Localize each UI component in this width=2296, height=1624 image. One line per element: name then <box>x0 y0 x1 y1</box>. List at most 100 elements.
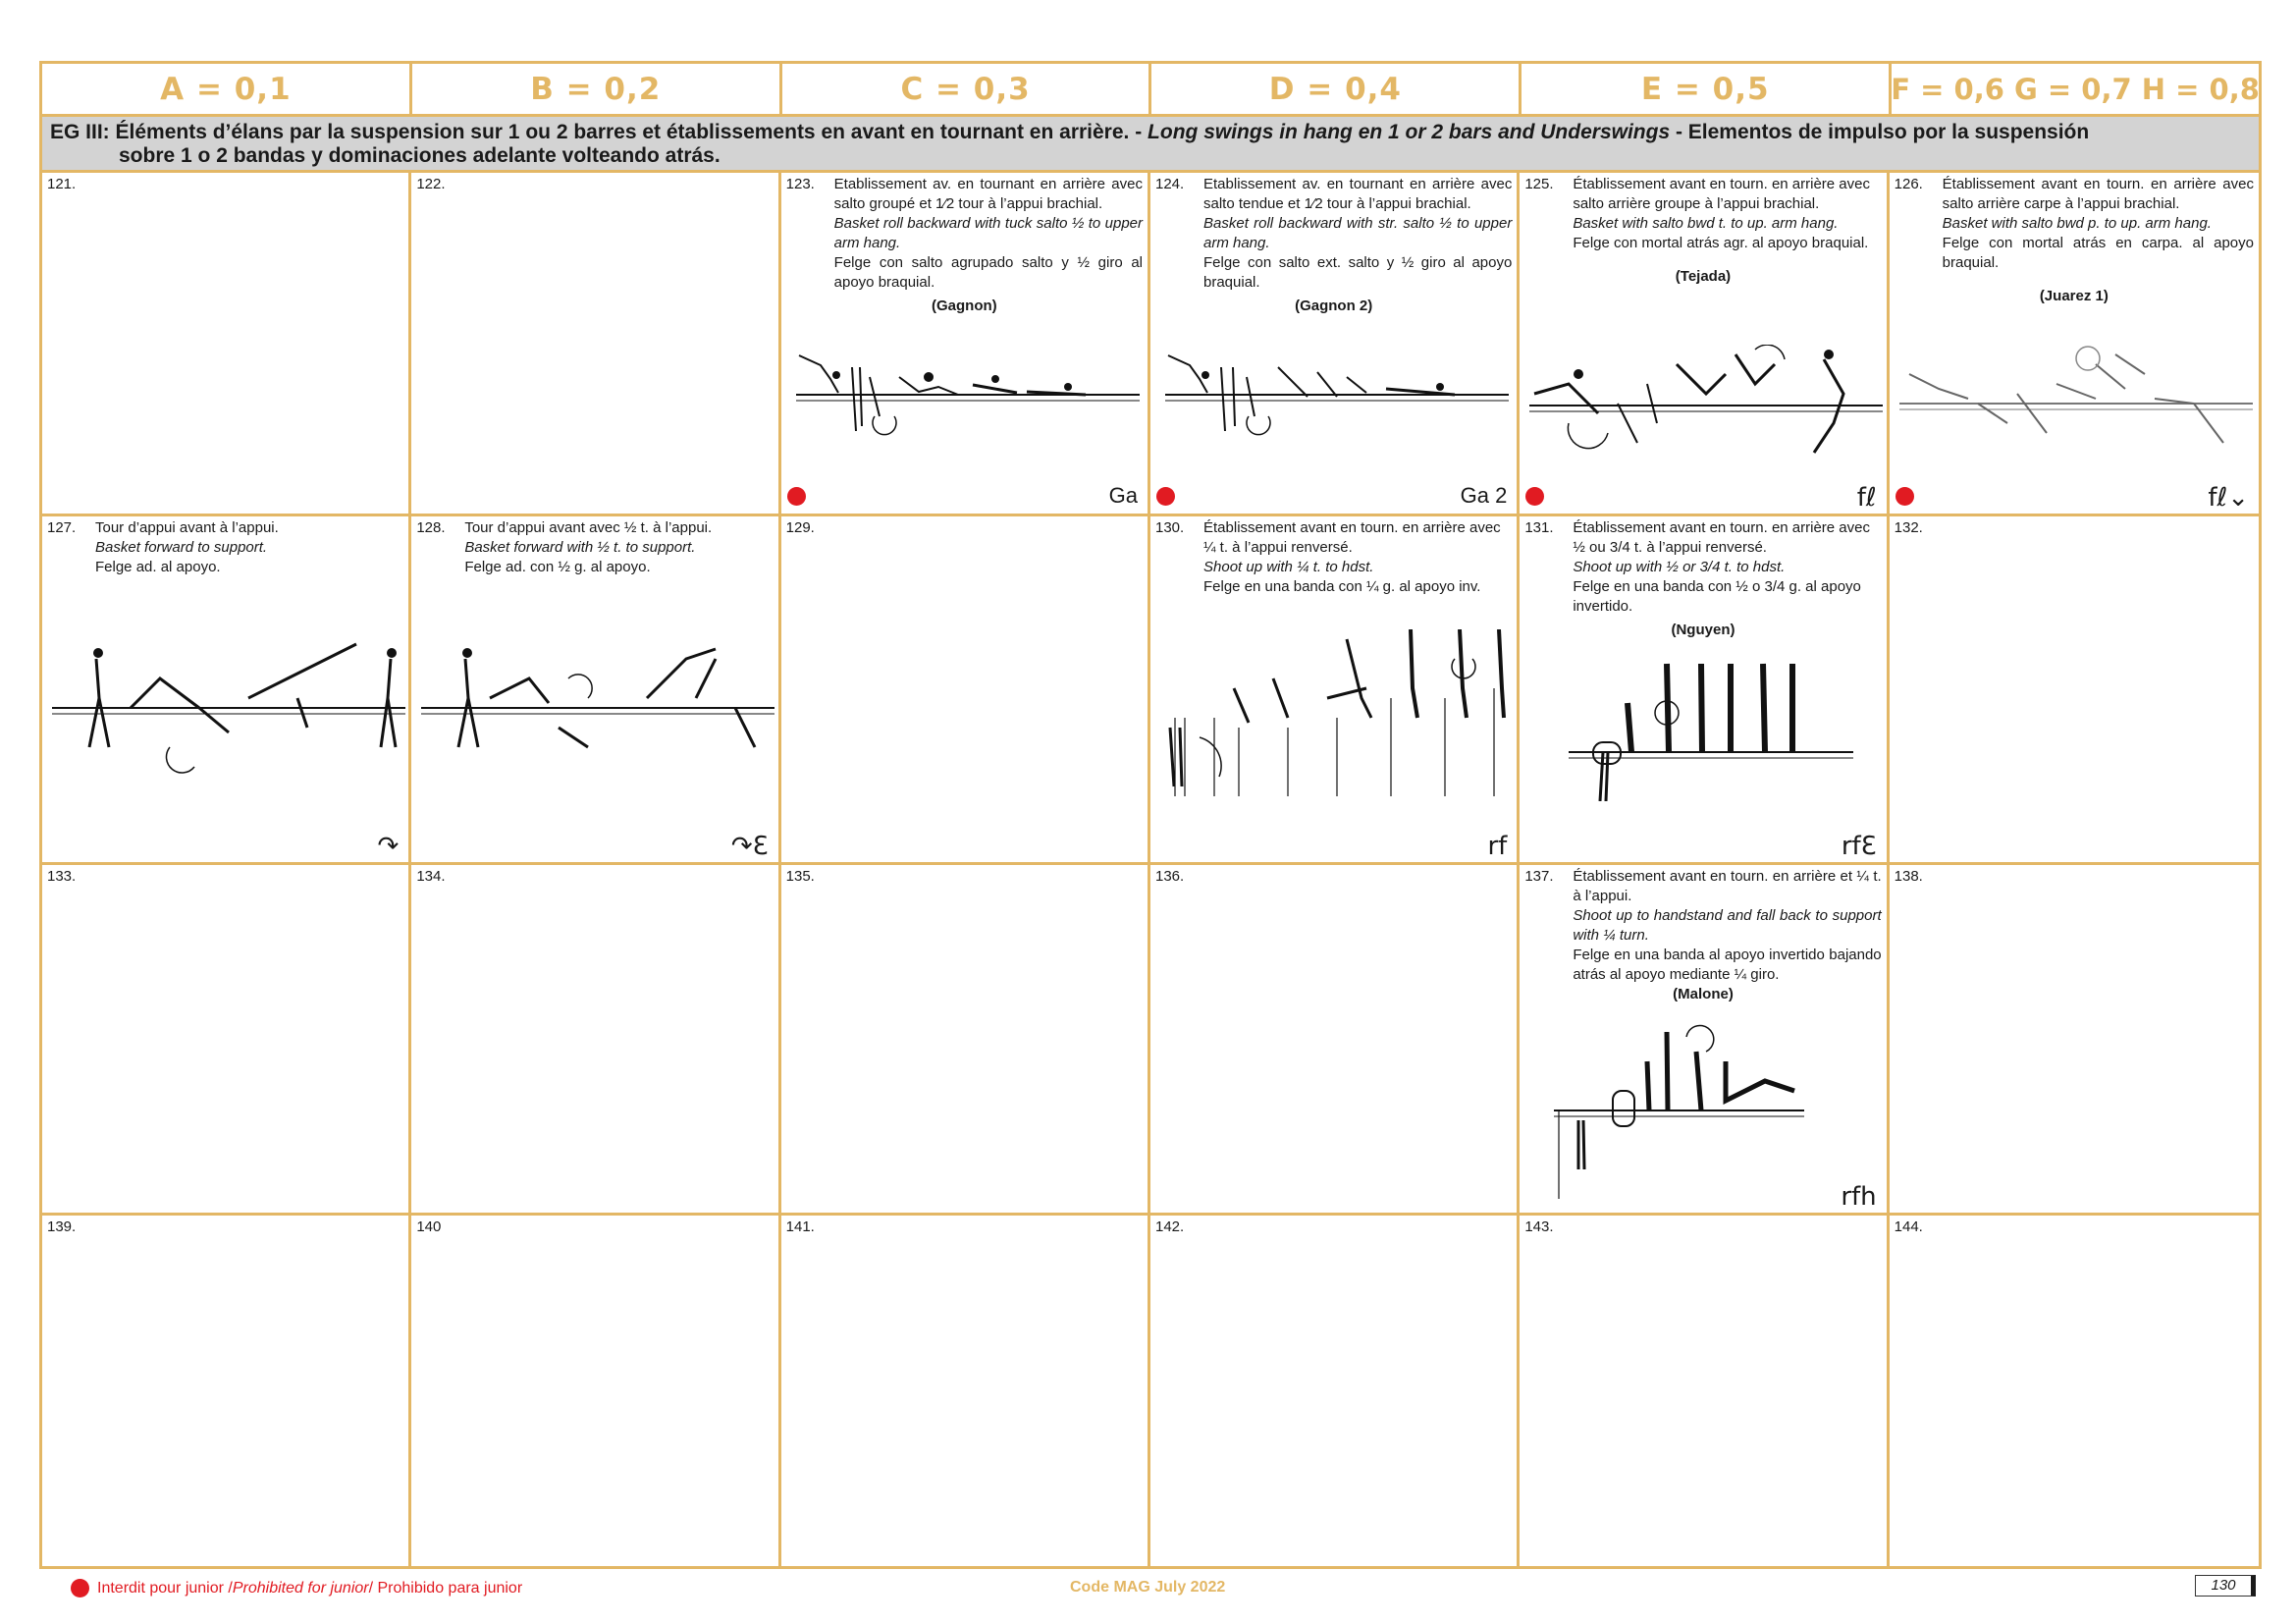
header-b: B = 0,2 <box>412 64 782 114</box>
group-title-en: Long swings in hang en 1 or 2 bars and U… <box>1148 121 1671 143</box>
element-cell-130: 130. Établissement avant en tourn. en ar… <box>1150 516 1521 865</box>
element-number: 126. <box>1894 176 1923 192</box>
element-number: 138. <box>1894 868 1923 885</box>
gymnast-sequence-figure <box>795 354 1140 436</box>
element-table: A = 0,1 B = 0,2 C = 0,3 D = 0,4 E = 0,5 … <box>39 61 2262 1569</box>
element-number: 134. <box>416 868 446 885</box>
element-number: 132. <box>1894 519 1923 536</box>
legend-text-fr: Interdit pour junior / <box>97 1579 233 1597</box>
element-symbol: fℓ⌄ <box>2208 483 2249 513</box>
element-text-es: Felge en una banda al apoyo invertido ba… <box>1573 947 1882 983</box>
element-cell-122: 122. <box>411 173 781 516</box>
element-cell-133: 133. <box>42 865 412 1216</box>
header-fgh: F = 0,6 G = 0,7 H = 0,8 <box>1892 72 2259 106</box>
element-text-en: Basket forward with ½ t. to support. <box>464 539 696 556</box>
element-cell-139: 139. <box>42 1216 412 1566</box>
element-number: 133. <box>47 868 77 885</box>
element-text-es: Felge con mortal atrás en carpa. al apoy… <box>1942 235 2254 271</box>
element-name: (Gagnon 2) <box>1295 298 1373 314</box>
element-number: 131. <box>1524 519 1554 536</box>
element-cell-143: 143. <box>1520 1216 1890 1566</box>
gymnast-sequence-figure <box>1898 346 2253 444</box>
element-text-fr: Établissement avant en tourn. en arrière… <box>1573 519 1870 556</box>
element-symbol: rfh <box>1841 1182 1877 1212</box>
element-cell-131: 131. Établissement avant en tourn. en ar… <box>1520 516 1890 865</box>
element-symbol: rfℇ <box>1841 832 1877 861</box>
legend-text-en: Prohibited for junior <box>232 1579 369 1597</box>
element-text-en: Basket with salto bwd t. to up. arm hang… <box>1573 215 1839 232</box>
element-cell-126: 126. Établissement avant en tourn. en ar… <box>1889 173 2259 516</box>
element-text-fr: Établissement avant en tourn. en arrière… <box>1942 176 2254 212</box>
element-number: 140 <box>416 1218 442 1235</box>
junior-prohibited-legend: Interdit pour junior / Prohibited for ju… <box>71 1579 522 1597</box>
element-text-es: Felge ad. con ½ g. al apoyo. <box>464 559 651 575</box>
element-cell-121: 121. <box>42 173 412 516</box>
element-cell-124: 124. Etablissement av. en tournant en ar… <box>1150 173 1521 516</box>
element-text-fr: Etablissement av. en tournant en arrière… <box>1203 176 1513 212</box>
element-cell-141: 141. <box>781 1216 1150 1566</box>
element-text-fr: Établissement avant en tourn. en arrière… <box>1573 868 1882 904</box>
element-text-en: Shoot up to handstand and fall back to s… <box>1573 907 1882 944</box>
element-text-fr: Établissement avant en tourn. en arrière… <box>1573 176 1870 212</box>
value-header-row: A = 0,1 B = 0,2 C = 0,3 D = 0,4 E = 0,5 … <box>42 64 2259 117</box>
element-symbol: rf <box>1487 832 1508 861</box>
element-cell-144: 144. <box>1890 1216 2259 1566</box>
element-number: 135. <box>785 868 815 885</box>
element-text-en: Basket forward to support. <box>95 539 268 556</box>
element-number: 122. <box>416 176 446 192</box>
element-cell-140: 140 <box>411 1216 781 1566</box>
legend-text-es: / Prohibido para junior <box>368 1579 523 1597</box>
element-group-title: EG III: Éléments d’élans par la suspensi… <box>42 117 2259 173</box>
element-text-en: Shoot up with ½ or 3/4 t. to hdst. <box>1573 559 1786 575</box>
element-number: 128. <box>416 519 446 536</box>
element-number: 123. <box>785 176 815 192</box>
element-cell-128: 128. Tour d’appui avant avec ½ t. à l’ap… <box>411 516 781 865</box>
header-e: E = 0,5 <box>1522 64 1893 114</box>
element-abbreviation: Ga <box>1108 483 1138 508</box>
junior-prohibited-dot <box>1525 487 1545 506</box>
element-number: 129. <box>785 519 815 536</box>
element-number: 139. <box>47 1218 77 1235</box>
header-a: A = 0,1 <box>42 64 412 114</box>
element-text-es: Felge con salto agrupado salto y ½ giro … <box>833 254 1143 291</box>
header-c: C = 0,3 <box>782 64 1152 114</box>
element-symbol: ↷ <box>377 832 400 861</box>
element-cell-134: 134. <box>411 865 781 1216</box>
element-symbol: ↷ℇ <box>730 832 769 861</box>
element-text-fr: Tour d’appui avant à l’appui. <box>95 519 279 536</box>
element-number: 127. <box>47 519 77 536</box>
element-name: (Malone) <box>1673 986 1734 1002</box>
code-edition: Code MAG July 2022 <box>1070 1579 1226 1596</box>
element-name: (Gagnon) <box>932 298 997 314</box>
element-cell-123: 123. Etablissement av. en tournant en ar… <box>780 173 1150 516</box>
gymnast-sequence-figure <box>1529 345 1884 454</box>
element-text-es: Felge en una banda con ¼ g. al apoyo inv… <box>1203 578 1481 595</box>
element-text-es: Felge con mortal atrás agr. al apoyo bra… <box>1573 235 1869 251</box>
element-cell-129: 129. <box>780 516 1150 865</box>
element-text-es: Felge con salto ext. salto y ½ giro al a… <box>1203 254 1513 291</box>
element-number: 143. <box>1524 1218 1554 1235</box>
element-text-en: Basket roll backward with str. salto ½ t… <box>1203 215 1513 251</box>
element-text-es: Felge ad. al apoyo. <box>95 559 221 575</box>
element-number: 141. <box>785 1218 815 1235</box>
gymnast-sequence-figure <box>1165 354 1509 436</box>
gymnast-sequence-figure <box>1168 629 1506 796</box>
element-number: 137. <box>1524 868 1554 885</box>
element-cell-125: 125. Établissement avant en tourn. en ar… <box>1520 173 1890 516</box>
element-text-en: Basket roll backward with tuck salto ½ t… <box>833 215 1143 251</box>
element-cell-142: 142. <box>1150 1216 1521 1566</box>
element-text-en: Shoot up with ¼ t. to hdst. <box>1203 559 1374 575</box>
element-name: (Juarez 1) <box>2039 288 2109 304</box>
gymnast-sequence-figure <box>52 642 405 774</box>
element-name: (Nguyen) <box>1671 622 1735 638</box>
element-name: (Tejada) <box>1675 268 1732 285</box>
element-cell-136: 136. <box>1150 865 1521 1216</box>
element-cell-127: 127. Tour d’appui avant à l’appui. Baske… <box>42 516 412 865</box>
element-number: 125. <box>1524 176 1554 192</box>
element-number: 136. <box>1155 868 1185 885</box>
element-symbol: fℓ <box>1856 483 1877 513</box>
element-abbreviation: Ga 2 <box>1460 483 1508 508</box>
header-d: D = 0,4 <box>1151 64 1522 114</box>
element-number: 130. <box>1155 519 1185 536</box>
element-cell-135: 135. <box>780 865 1150 1216</box>
